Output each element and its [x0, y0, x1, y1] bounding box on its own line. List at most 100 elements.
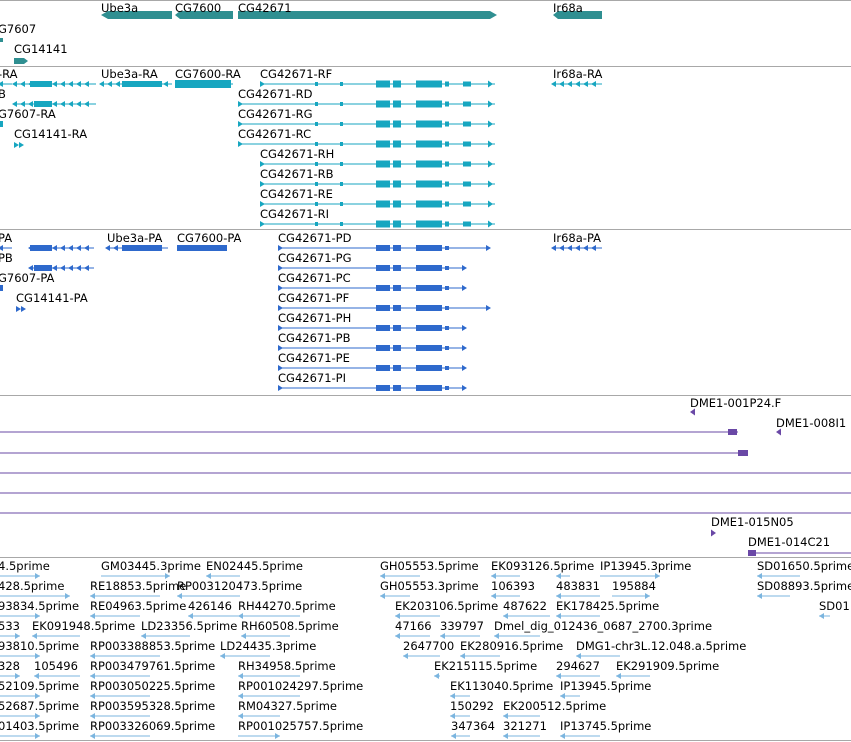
protein-feature[interactable]: [567, 245, 572, 251]
transcript-feature[interactable]: [488, 80, 493, 88]
protein-feature[interactable]: [122, 245, 162, 251]
protein-feature[interactable]: [105, 245, 110, 251]
transcript-feature[interactable]: [30, 81, 52, 87]
est-feature[interactable]: [450, 693, 455, 699]
protein-feature[interactable]: [393, 285, 401, 291]
est-label[interactable]: RP003050225.5prime: [90, 679, 216, 693]
est-feature[interactable]: [556, 673, 561, 679]
gene-feature[interactable]: [175, 11, 233, 19]
est-feature[interactable]: [15, 673, 20, 679]
clone-feature[interactable]: [738, 450, 748, 456]
est-label[interactable]: EK200512.5prime: [503, 699, 607, 713]
transcript-feature[interactable]: [315, 82, 318, 86]
transcript-feature[interactable]: [488, 100, 493, 108]
protein-feature[interactable]: [28, 265, 33, 271]
transcript-feature[interactable]: [416, 120, 442, 128]
protein-label[interactable]: PB: [0, 251, 13, 265]
protein-feature[interactable]: [393, 265, 401, 271]
est-label[interactable]: 150292: [450, 699, 494, 713]
transcript-feature[interactable]: [340, 122, 343, 126]
est-label[interactable]: 347364: [451, 719, 495, 733]
est-label[interactable]: DMG1-chr3L.12.048.a.5prime: [576, 639, 747, 653]
transcript-feature[interactable]: [416, 140, 442, 148]
est-label[interactable]: 321271: [503, 719, 547, 733]
transcript-feature[interactable]: [567, 81, 572, 87]
est-feature[interactable]: [65, 593, 70, 599]
protein-feature[interactable]: [486, 305, 491, 311]
protein-feature[interactable]: [68, 265, 73, 271]
est-label[interactable]: RE18853.5prime: [90, 579, 187, 593]
est-label[interactable]: 4.5prime: [0, 559, 50, 573]
est-feature[interactable]: [35, 733, 40, 739]
est-label[interactable]: 52109.5prime: [0, 679, 80, 693]
transcript-feature[interactable]: [393, 160, 401, 168]
est-label[interactable]: 533: [0, 619, 20, 633]
protein-feature[interactable]: [462, 365, 467, 371]
transcript-feature[interactable]: [260, 221, 265, 227]
est-label[interactable]: EK178425.5prime: [556, 599, 660, 613]
transcript-feature[interactable]: [28, 101, 33, 107]
protein-label[interactable]: Ir68a-PA: [553, 231, 602, 245]
est-label[interactable]: 294627: [556, 659, 600, 673]
clone-label[interactable]: DME1-015N05: [711, 515, 794, 529]
transcript-feature[interactable]: [559, 81, 564, 87]
transcript-feature[interactable]: [315, 222, 318, 226]
transcript-feature[interactable]: [488, 180, 493, 188]
est-label[interactable]: RM04327.5prime: [238, 699, 337, 713]
protein-feature[interactable]: [393, 245, 401, 251]
transcript-feature[interactable]: [376, 220, 390, 228]
est-feature[interactable]: [35, 613, 40, 619]
est-feature[interactable]: [757, 573, 762, 579]
est-feature[interactable]: [460, 653, 465, 659]
protein-label[interactable]: G7607-PA: [0, 271, 55, 285]
est-feature[interactable]: [819, 613, 824, 619]
est-label[interactable]: RP003479761.5prime: [90, 659, 216, 673]
transcript-feature[interactable]: [376, 140, 390, 148]
est-label[interactable]: RP001024297.5prime: [238, 679, 364, 693]
est-feature[interactable]: [616, 673, 621, 679]
protein-feature[interactable]: [68, 245, 73, 251]
transcript-feature[interactable]: [52, 101, 57, 107]
est-feature[interactable]: [560, 693, 565, 699]
est-feature[interactable]: [556, 573, 561, 579]
protein-feature[interactable]: [416, 245, 442, 251]
clone-feature[interactable]: [748, 550, 756, 556]
clone-feature[interactable]: [711, 529, 716, 537]
transcript-label[interactable]: -RA: [0, 67, 18, 81]
transcript-label[interactable]: CG42671-RI: [260, 207, 330, 221]
protein-label[interactable]: CG42671-PB: [278, 331, 351, 345]
transcript-feature[interactable]: [463, 101, 471, 107]
transcript-label[interactable]: CG42671-RD: [238, 87, 313, 101]
protein-feature[interactable]: [30, 245, 52, 251]
est-label[interactable]: 01403.5prime: [0, 719, 80, 733]
protein-feature[interactable]: [278, 365, 283, 371]
protein-label[interactable]: CG42671-PH: [278, 311, 352, 325]
transcript-feature[interactable]: [238, 141, 243, 147]
transcript-feature[interactable]: [488, 120, 493, 128]
transcript-feature[interactable]: [175, 80, 180, 88]
protein-feature[interactable]: [445, 366, 449, 370]
transcript-feature[interactable]: [315, 182, 318, 186]
transcript-label[interactable]: CG42671-RF: [260, 67, 333, 81]
transcript-feature[interactable]: [445, 141, 449, 147]
protein-feature[interactable]: [462, 345, 467, 351]
est-feature[interactable]: [491, 593, 496, 599]
transcript-feature[interactable]: [99, 81, 104, 87]
transcript-label[interactable]: CG42671-RB: [260, 167, 334, 181]
est-label[interactable]: EK215115.5prime: [434, 659, 538, 673]
protein-feature[interactable]: [278, 345, 283, 351]
protein-feature[interactable]: [76, 245, 81, 251]
est-label[interactable]: SD01650.5prime: [757, 559, 851, 573]
est-feature[interactable]: [90, 733, 95, 739]
est-label[interactable]: GH05553.5prime: [380, 559, 479, 573]
est-feature[interactable]: [503, 713, 508, 719]
protein-feature[interactable]: [376, 285, 390, 291]
protein-feature[interactable]: [445, 246, 449, 250]
est-label[interactable]: 93810.5prime: [0, 639, 80, 653]
protein-feature[interactable]: [393, 305, 401, 311]
est-feature[interactable]: [380, 573, 385, 579]
transcript-feature[interactable]: [376, 160, 390, 168]
est-feature[interactable]: [34, 673, 39, 679]
est-feature[interactable]: [15, 633, 20, 639]
protein-feature[interactable]: [416, 325, 442, 331]
